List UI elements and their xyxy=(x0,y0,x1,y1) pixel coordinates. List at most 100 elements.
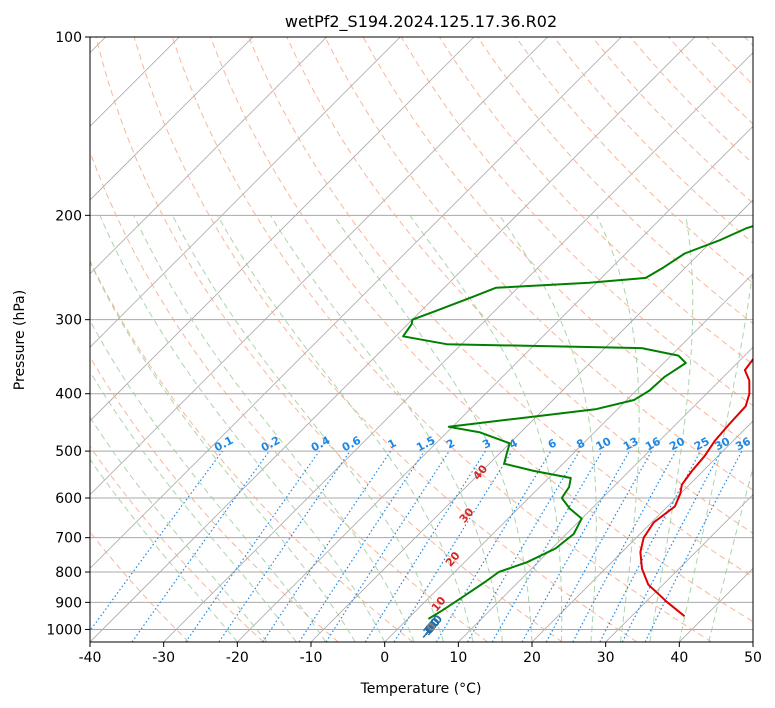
y-tick-label: 300 xyxy=(55,313,82,329)
plot-frame xyxy=(89,36,754,643)
isotherm-line xyxy=(90,37,254,201)
dry-adiabat-label: 30 xyxy=(457,505,477,525)
isotherm-line xyxy=(310,199,753,642)
y-tick-label: 100 xyxy=(55,30,82,46)
dry-adiabat-line xyxy=(210,37,753,623)
dry-adiabat-label: 10 xyxy=(429,594,449,614)
y-tick-label: 400 xyxy=(55,387,82,403)
isotherm-line xyxy=(90,37,401,348)
dry-adiabat-line xyxy=(668,37,753,125)
moist-adiabat-line xyxy=(596,215,640,642)
moist-adiabat-line xyxy=(172,215,445,642)
x-axis-label: Temperature (°C) xyxy=(360,681,482,697)
mixing-ratio-label: 16 xyxy=(643,435,663,454)
mixing-ratio-line xyxy=(325,450,450,642)
x-tick-label: -40 xyxy=(79,650,102,666)
moist-adiabat-line xyxy=(90,370,297,642)
isotherm-line xyxy=(90,37,696,642)
moist-adiabat-line xyxy=(678,265,753,642)
mixing-ratio-label: 2 xyxy=(444,436,457,451)
dry-adiabat-line xyxy=(591,37,753,204)
dry-adiabat-line xyxy=(553,37,753,244)
dry-adiabat-line xyxy=(706,37,753,86)
mixing-ratio-label: 6 xyxy=(546,436,559,451)
mixing-ratio-label: 1 xyxy=(386,436,399,451)
mixing-ratio-line xyxy=(521,450,631,642)
x-tick-label: 10 xyxy=(449,650,467,666)
mixing-ratio-label: 36 xyxy=(733,435,753,454)
y-tick-label: 200 xyxy=(55,208,82,224)
x-tick-label: 30 xyxy=(597,650,615,666)
moist-adiabat-line xyxy=(90,319,327,642)
x-tick-label: -20 xyxy=(226,650,249,666)
grid-lines xyxy=(90,37,753,642)
axis-ticks: -40 -30 -20 -10 0 10 20 30 40 50 100 200 300 400 500 60… xyxy=(46,30,762,666)
moist-adiabat-line xyxy=(409,215,563,642)
mixing-ratio-label: 10 xyxy=(594,434,614,453)
dry-adiabat-line xyxy=(133,37,638,642)
dry-adiabat-line xyxy=(515,37,753,284)
y-tick-label: 500 xyxy=(55,444,82,460)
isotherm-line xyxy=(163,52,753,642)
isotherm-line xyxy=(90,37,475,422)
mixing-ratio-line xyxy=(298,450,425,642)
isotherm-line xyxy=(384,273,753,642)
moist-adiabat-line xyxy=(90,260,356,642)
dry-adiabat-line xyxy=(744,37,753,47)
profile-line xyxy=(639,357,753,617)
isotherm-line xyxy=(458,346,753,642)
mixing-ratio-line xyxy=(545,450,653,642)
y-tick-label: 800 xyxy=(55,565,82,581)
isotherm-line xyxy=(752,641,753,642)
mixing-ratio-line xyxy=(572,450,677,642)
dry-adiabat-line xyxy=(95,37,563,642)
dry-adiabat-line xyxy=(90,356,339,642)
isotherm-line xyxy=(237,125,753,642)
mixing-ratio-label: 25 xyxy=(692,435,712,454)
dry-adiabat-line xyxy=(286,37,753,534)
moist-adiabat-line xyxy=(133,215,415,642)
dry-adiabat-line xyxy=(171,37,712,642)
mixing-ratio-line xyxy=(218,450,351,642)
mixing-ratio-line xyxy=(364,450,486,642)
moist-adiabat-line xyxy=(333,215,533,642)
mixing-ratio-label: 30 xyxy=(713,435,733,454)
mixing-ratio-line xyxy=(262,450,392,642)
x-tick-label: 0 xyxy=(380,650,389,666)
x-tick-label: 50 xyxy=(744,650,762,666)
y-axis-label: Pressure (hPa) xyxy=(12,290,28,390)
chart-title: wetPf2_S194.2024.125.17.36.R02 xyxy=(285,12,557,32)
dry-adiabat-line xyxy=(90,531,190,642)
y-tick-label: 900 xyxy=(55,595,82,611)
data-lines xyxy=(402,225,753,620)
x-tick-label: -10 xyxy=(300,650,323,666)
moist-adiabat-line xyxy=(499,215,597,642)
x-tick-label: -30 xyxy=(152,650,175,666)
moist-adiabat-line xyxy=(90,458,238,642)
mixing-ratio-line xyxy=(466,450,580,642)
moist-adiabat-line xyxy=(708,466,753,642)
isotherm-line xyxy=(605,494,753,642)
y-tick-label: 700 xyxy=(55,531,82,547)
dry-adiabat-line xyxy=(248,37,753,578)
moist-adiabat-line xyxy=(99,215,386,642)
isotherm-line xyxy=(679,567,753,642)
profile-line xyxy=(402,225,753,620)
isotherm-line xyxy=(90,37,622,569)
dry-adiabat-line xyxy=(90,445,264,642)
moist-adiabat-line xyxy=(217,215,474,642)
mixing-ratio-label: 3 xyxy=(480,436,493,451)
x-tick-label: 40 xyxy=(670,650,688,666)
mixing-ratio-label: 8 xyxy=(574,436,587,451)
moist-adiabat-line xyxy=(270,215,503,642)
mixing-ratio-line xyxy=(644,450,743,642)
y-tick-label: 1000 xyxy=(46,622,82,638)
isotherm-line xyxy=(90,37,327,275)
mixing-ratio-line xyxy=(90,450,223,632)
mixing-ratio-line xyxy=(131,450,270,642)
mixing-ratio-label: 13 xyxy=(621,435,641,454)
isotherm-line xyxy=(531,420,753,642)
mixing-ratio-label: 20 xyxy=(667,434,687,453)
mixing-ratio-line xyxy=(393,450,513,642)
